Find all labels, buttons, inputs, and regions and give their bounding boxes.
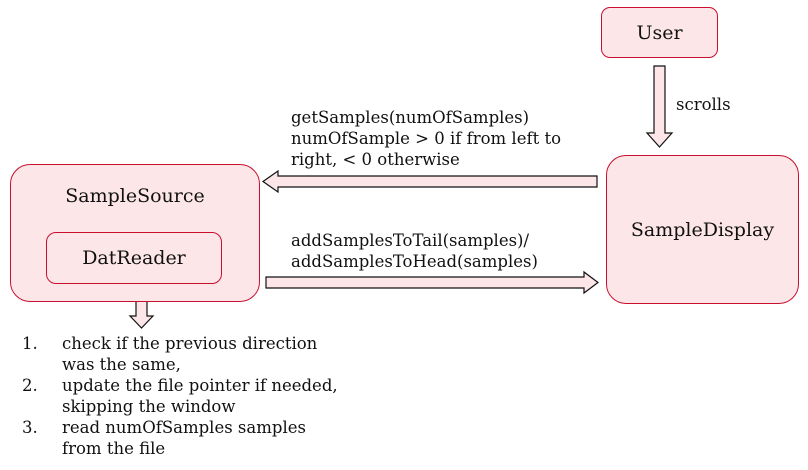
steps-list: 1. check if the previous direction was t… (22, 333, 342, 459)
add-samples-label: addSamplesToTail(samples)/ addSamplesToH… (291, 230, 538, 272)
add-samples-line: addSamplesToTail(samples)/ (291, 231, 530, 250)
get-samples-label: getSamples(numOfSamples) numOfSample > 0… (291, 107, 561, 170)
step-text: update the file pointer if needed, skipp… (62, 376, 338, 416)
scrolls-label: scrolls (676, 95, 731, 114)
dat-reader-label: DatReader (82, 247, 186, 269)
sample-source-label: SampleSource (65, 185, 205, 207)
sample-display-label: SampleDisplay (630, 218, 775, 241)
user-label: User (636, 21, 683, 44)
sample-display-node: SampleDisplay (606, 155, 799, 304)
step-text: read numOfSamples samples from the file (62, 418, 306, 458)
get-samples-arrow (261, 169, 598, 194)
step-text: check if the previous direction was the … (62, 334, 318, 374)
get-samples-line: right, < 0 otherwise (291, 150, 460, 169)
get-samples-line: getSamples(numOfSamples) (291, 108, 530, 127)
scrolls-arrow (645, 65, 674, 148)
list-item: 3. read numOfSamples samples from the fi… (22, 417, 342, 459)
add-samples-line: addSamplesToHead(samples) (291, 252, 538, 271)
add-samples-arrow (265, 270, 599, 295)
step-number: 3. (22, 418, 38, 437)
dat-reader-node: DatReader (46, 232, 222, 284)
get-samples-line: numOfSample > 0 if from left to (291, 129, 562, 148)
step-number: 1. (22, 334, 38, 353)
step-number: 2. (22, 376, 38, 395)
list-item: 2. update the file pointer if needed, sk… (22, 375, 342, 417)
user-node: User (601, 7, 718, 58)
list-item: 1. check if the previous direction was t… (22, 333, 342, 375)
